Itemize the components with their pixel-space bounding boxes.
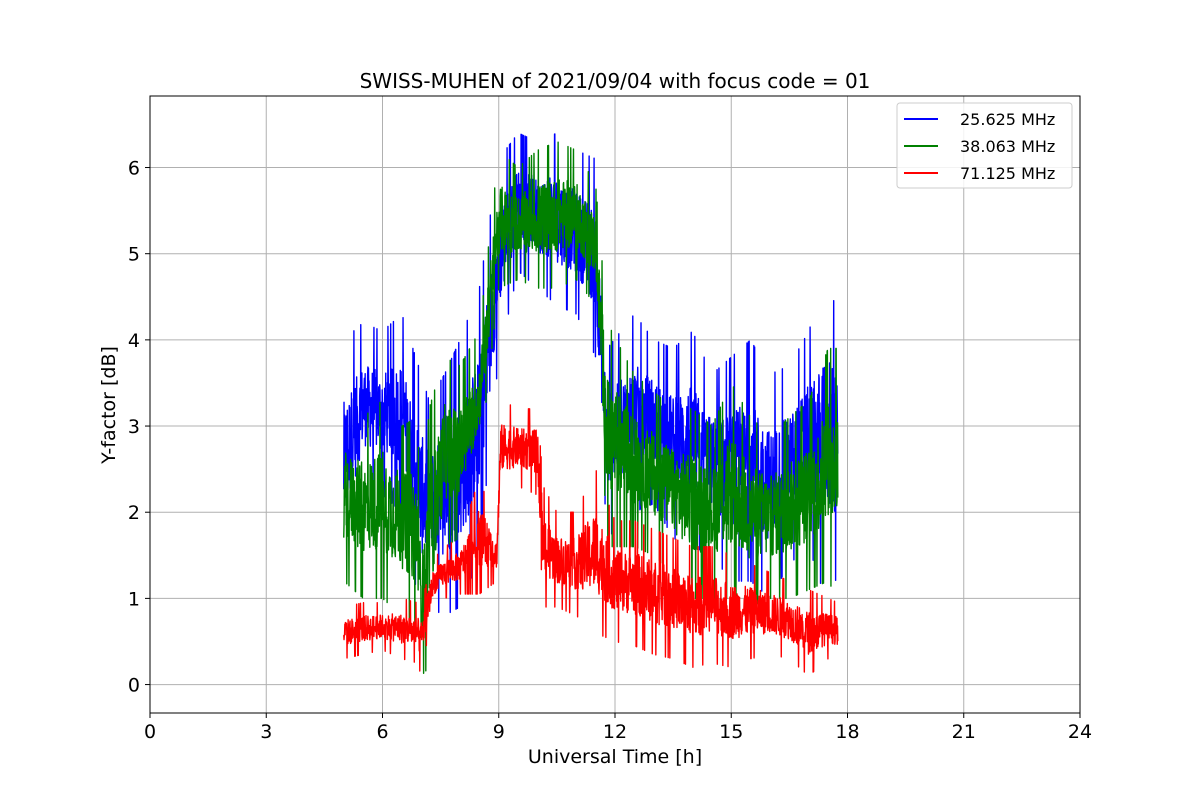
x-tick-label: 9 [493, 721, 505, 743]
legend-label-1: 25.625 MHz [960, 110, 1055, 129]
series-line-3 [343, 404, 839, 673]
x-tick-label: 15 [719, 721, 743, 743]
y-tick-label: 4 [128, 330, 140, 352]
x-tick-label: 6 [376, 721, 388, 743]
x-tick-label: 21 [952, 721, 976, 743]
chart-title: SWISS-MUHEN of 2021/09/04 with focus cod… [360, 69, 871, 93]
y-axis-title: Y-factor [dB] [98, 346, 120, 465]
y-tick-label: 3 [128, 416, 140, 438]
y-tick-label: 6 [128, 158, 140, 180]
y-tick-label: 1 [128, 588, 140, 610]
x-tick-label: 3 [260, 721, 272, 743]
legend: 25.625 MHz 38.063 MHz 71.125 MHz [896, 102, 1073, 189]
x-axis-title: Universal Time [h] [528, 746, 702, 768]
x-tick-label: 18 [835, 721, 859, 743]
legend-label-2: 38.063 MHz [960, 137, 1055, 156]
y-tick-label: 2 [128, 502, 140, 524]
x-tick-label: 12 [603, 721, 627, 743]
x-tick-label: 0 [144, 721, 156, 743]
legend-label-3: 71.125 MHz [960, 164, 1055, 183]
legend-box [896, 102, 1073, 189]
y-tick-label: 0 [128, 675, 140, 697]
y-tick-label: 5 [128, 244, 140, 266]
x-tick-label: 24 [1068, 721, 1092, 743]
series-layer [343, 133, 839, 675]
